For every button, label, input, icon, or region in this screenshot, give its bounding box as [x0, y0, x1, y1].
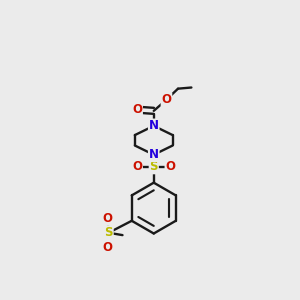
Text: O: O	[103, 212, 112, 225]
Text: O: O	[132, 103, 142, 116]
Text: S: S	[149, 160, 158, 173]
Text: O: O	[132, 160, 142, 173]
Text: O: O	[103, 241, 112, 254]
Text: N: N	[149, 148, 159, 161]
Text: N: N	[149, 119, 159, 132]
Text: O: O	[161, 93, 172, 106]
Text: S: S	[104, 226, 113, 239]
Text: O: O	[165, 160, 176, 173]
